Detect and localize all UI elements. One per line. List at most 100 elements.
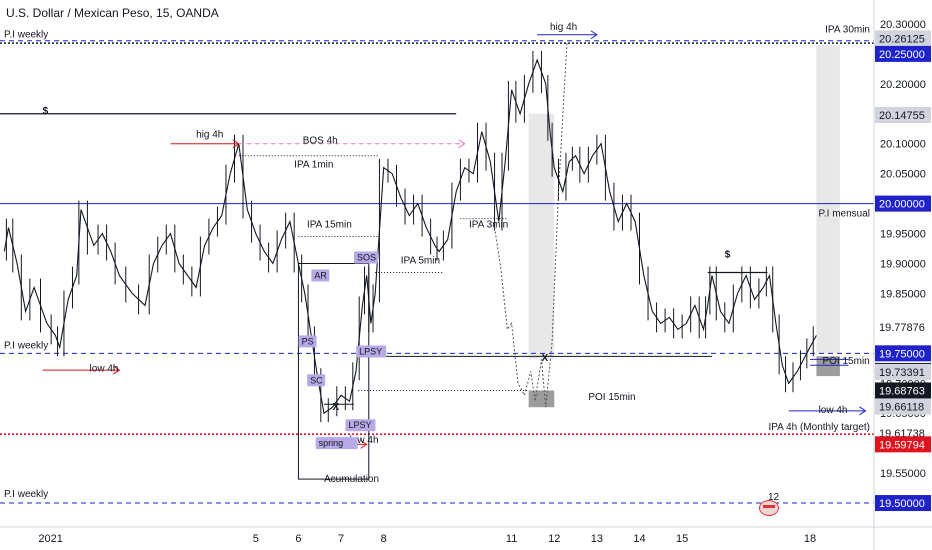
label-pi-weekly-mid: P.I weekly: [4, 340, 48, 351]
price-label-bg: [875, 398, 931, 415]
annotation-3: IPA 1min: [294, 160, 333, 171]
annotation-8: $: [725, 250, 731, 261]
annotation-2: BOS 4h: [303, 136, 338, 147]
annotation-16: X: [541, 353, 548, 364]
wyckoff-tag-ar: AR: [311, 269, 330, 282]
price-label-19.68763: 19.68763: [875, 382, 931, 399]
annotations-layer: P.I weekly IPA 30min P.I mensual P.I weekly…: [4, 22, 870, 500]
hig-4h-left-arrow-head: [232, 139, 240, 149]
price-tick-label: 20.30000: [880, 19, 926, 31]
annotation-12: POI 15min: [588, 392, 635, 403]
price-label-20.00000: 20.00000: [875, 195, 931, 212]
chart-title: U.S. Dollar / Mexican Peso, 15, OANDA: [6, 6, 219, 20]
price-label-text: 19.50000: [879, 498, 925, 510]
price-label-text: 19.73391: [879, 367, 925, 379]
annotation-11: low 4h: [819, 405, 848, 416]
wyckoff-tag-sc: SC: [307, 374, 326, 387]
us-flag-icon: [759, 500, 779, 516]
price-series-layer: [3, 50, 817, 423]
annotation-4: IPA 15min: [307, 220, 352, 231]
price-label-bg: [875, 195, 931, 212]
wyckoff-tag-spring: spring: [315, 437, 358, 450]
annotation-9: low 4h: [90, 363, 119, 374]
wyckoff-tag-ps: PS: [298, 335, 317, 348]
low-4h-right-arrow-head: [859, 406, 867, 416]
price-label-20.26125: 20.26125: [875, 30, 931, 47]
wyckoff-tag-sos: SOS: [353, 251, 378, 264]
zone-band-1: [528, 113, 555, 360]
time-tick-label: 7: [338, 533, 344, 545]
annotation-14: Acumulation: [324, 474, 379, 485]
label-ipa-4h-monthly: IPA 4h (Monthly target): [768, 422, 870, 433]
time-tick-label: 12: [548, 533, 560, 545]
wyckoff-tag-bg: [345, 419, 376, 432]
price-label-19.66118: 19.66118: [875, 398, 931, 415]
label-ipa-30min: IPA 30min: [825, 25, 870, 36]
price-label-19.77876: 19.77876: [875, 318, 931, 335]
wyckoff-tag-bg: [311, 269, 330, 282]
time-tick-label: 15: [676, 533, 688, 545]
price-label-text: 19.68763: [879, 385, 925, 397]
time-tick-label: 5: [253, 533, 259, 545]
wyckoff-tag-text: LPSY: [359, 347, 382, 357]
annotation-10: low 4h: [350, 435, 379, 446]
price-label-bg: [875, 495, 931, 512]
price-label-20.14755: 20.14755: [875, 106, 931, 123]
label-pi-mensual: P.I mensual: [818, 209, 870, 220]
price-label-text: 19.59794: [879, 439, 925, 451]
zones-layer: [528, 44, 840, 408]
price-label-text: 20.26125: [879, 33, 925, 45]
price-tick-label: 19.90000: [880, 259, 926, 271]
annotation-6: IPA 3min: [469, 220, 508, 231]
price-label-text: 19.66118: [879, 402, 924, 414]
price-label-text: 19.77876: [879, 322, 925, 334]
wyckoff-tag-text: PS: [302, 336, 314, 346]
annotation-15: X: [333, 402, 340, 413]
wyckoff-tag-lpsy: LPSY: [345, 419, 376, 432]
annotation-1: hig 4h: [196, 130, 223, 141]
wyckoff-tag-bg: [298, 335, 317, 348]
time-tick-label: 14: [633, 533, 645, 545]
price-label-bg: [875, 363, 931, 380]
wyckoff-tag-lpsy: LPSY: [356, 345, 387, 358]
projected-path: [494, 41, 568, 408]
price-label-19.73391: 19.73391: [875, 363, 931, 380]
flag-stripe-icon: [763, 505, 775, 508]
low-4h-left-arrow-head: [113, 365, 121, 375]
wyckoff-tag-bg: [356, 345, 387, 358]
time-axis-layer: 2021 5 6 7 8 11 12 13 14 15 18: [0, 526, 932, 545]
price-label-19.75000: 19.75000: [875, 345, 931, 362]
wyckoff-tag-text: LPSY: [348, 420, 371, 430]
low-4h-mid-arrow-head: [360, 439, 368, 449]
price-tick-label: 19.55000: [880, 468, 926, 480]
price-label-bg: [875, 382, 931, 399]
horizontal-lines-layer: [0, 40, 874, 504]
time-tick-label: 8: [381, 533, 387, 545]
annotation-0: $: [43, 106, 49, 117]
price-label-text: 20.14755: [879, 110, 925, 122]
price-tick-label: 20.05000: [880, 169, 926, 181]
wyckoff-tag-bg: [315, 437, 358, 450]
price-line: [3, 58, 817, 415]
price-label-bg: [875, 106, 931, 123]
zone-band-2: [816, 44, 840, 354]
time-tick-label: 6: [295, 533, 301, 545]
price-label-bg: [875, 45, 931, 62]
price-label-bg: [875, 345, 931, 362]
wyckoff-tag-text: SC: [310, 375, 323, 385]
wyckoff-tag-text: SOS: [357, 253, 376, 263]
annotation-7: hig 4h: [550, 22, 577, 33]
label-pi-weekly-lower: P.I weekly: [4, 489, 48, 500]
price-tick-label: 20.20000: [880, 79, 926, 91]
time-tick-label: 13: [591, 533, 603, 545]
price-label-19.59794: 19.59794: [875, 436, 931, 453]
hig-4h-top-arrow-head: [590, 30, 598, 40]
wyckoff-tag-text: AR: [314, 270, 327, 280]
price-label-text: 20.00000: [879, 199, 925, 211]
price-label-bg: [875, 436, 931, 453]
price-label-text: 19.75000: [879, 348, 925, 360]
price-tick-label: 19.85000: [880, 288, 926, 300]
price-label-19.50000: 19.50000: [875, 495, 931, 512]
economic-event-badge[interactable]: 12: [757, 492, 783, 516]
